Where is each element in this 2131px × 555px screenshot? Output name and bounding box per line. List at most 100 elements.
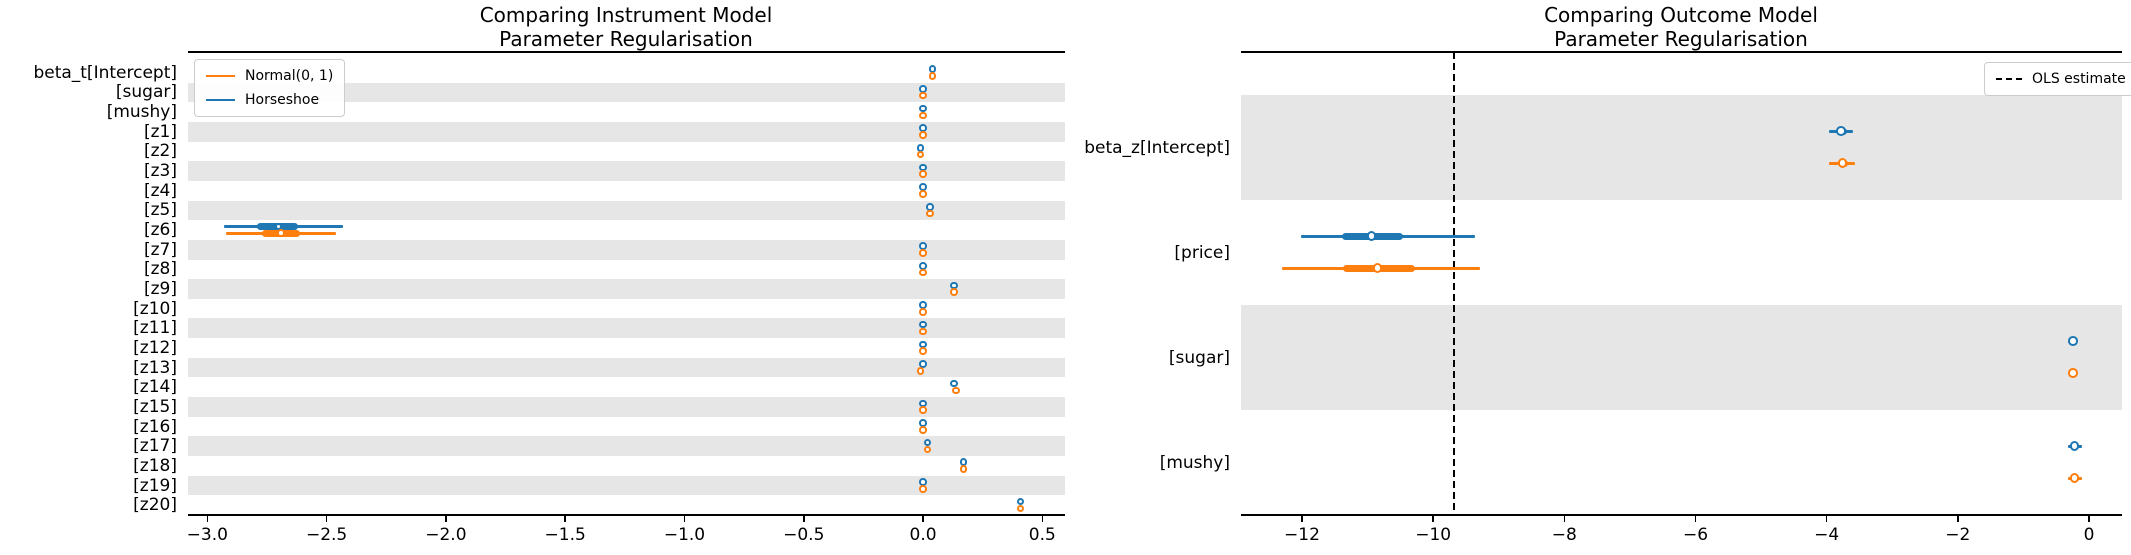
row-band <box>188 161 1065 181</box>
x-tick-label: 0 <box>2083 525 2095 545</box>
x-tick-label: 0.5 <box>1028 525 1056 545</box>
row-band <box>188 357 1065 378</box>
row-band <box>188 475 1065 496</box>
point-horseshoe <box>919 320 927 329</box>
y-axis-label: [z12] <box>133 337 177 358</box>
point-horseshoe <box>919 163 927 172</box>
point-normal <box>919 484 927 493</box>
point-normal <box>919 249 927 257</box>
ols-legend: OLS estimate <box>1984 62 2131 96</box>
y-axis-label: [mushy] <box>106 102 177 123</box>
point-horseshoe <box>919 399 927 408</box>
x-tick <box>683 516 686 522</box>
point-horseshoe <box>959 458 968 467</box>
x-tick <box>922 516 924 522</box>
y-axis-label: [z10] <box>133 298 177 319</box>
point-horseshoe <box>919 183 927 191</box>
point-normal <box>919 347 927 355</box>
y-axis-label: [z13] <box>133 357 177 378</box>
y-axis-label: [z11] <box>133 318 177 339</box>
y-axis-label: [z2] <box>143 141 177 162</box>
point-horseshoe <box>926 202 934 211</box>
x-tick-label: −1.5 <box>544 525 586 545</box>
row-band <box>188 82 1065 103</box>
point-normal <box>928 72 937 80</box>
x-tick-label: −2.0 <box>425 525 467 545</box>
point-normal <box>952 386 961 395</box>
row-band <box>188 397 1065 417</box>
x-tick-label: −8 <box>1551 525 1577 545</box>
x-tick <box>1432 516 1434 522</box>
y-axis-label: [z16] <box>133 416 177 437</box>
x-tick <box>445 516 447 522</box>
row-band <box>188 121 1065 142</box>
normal-legend-label: Normal(0, 1) <box>245 68 334 84</box>
point-normal <box>919 91 927 100</box>
y-axis-label: beta_z[Intercept] <box>1084 137 1230 158</box>
point-horseshoe <box>1366 231 1377 241</box>
x-tick <box>564 516 566 522</box>
x-tick-label: −12 <box>1284 525 1320 545</box>
point-horseshoe <box>2069 441 2080 451</box>
y-axis-label: [price] <box>1174 242 1230 263</box>
y-axis-label: [z6] <box>143 220 177 241</box>
point-horseshoe <box>1016 497 1025 506</box>
top-spine <box>1241 51 2122 53</box>
x-tick <box>802 516 805 522</box>
point-horseshoe <box>2068 336 2079 346</box>
y-axis-label: beta_t[Intercept] <box>33 62 177 83</box>
point-normal <box>926 209 934 218</box>
point-normal <box>959 465 968 473</box>
point-horseshoe <box>950 281 958 290</box>
x-tick-label: −10 <box>1415 525 1452 545</box>
point-horseshoe <box>919 104 927 113</box>
x-tick <box>206 516 209 522</box>
y-axis-label: [sugar] <box>115 82 177 103</box>
legend-item-normal: Normal(0, 1) <box>206 68 333 84</box>
y-axis-label: [z17] <box>133 436 177 457</box>
point-normal <box>919 406 927 414</box>
point-normal <box>919 131 927 139</box>
row-band <box>188 239 1065 260</box>
row-band <box>188 279 1065 299</box>
point-horseshoe <box>919 124 927 132</box>
point-normal <box>1372 263 1383 273</box>
point-horseshoe <box>919 340 927 349</box>
point-horseshoe <box>919 242 927 250</box>
outcome-panel-title: Comparing Outcome Model Parameter Regula… <box>1544 3 1818 51</box>
legend-item-ols: OLS estimate <box>1996 71 2126 87</box>
x-tick <box>1825 516 1828 522</box>
point-horseshoe <box>923 438 932 447</box>
point-normal <box>916 367 925 375</box>
x-tick <box>2088 516 2090 522</box>
point-horseshoe <box>919 261 927 270</box>
instrument-legend: Normal(0, 1) Horseshoe <box>194 59 346 117</box>
x-tick <box>1563 516 1566 522</box>
y-axis-label: [mushy] <box>1159 452 1230 473</box>
y-axis-label: [z18] <box>133 455 177 476</box>
normal-line-swatch <box>206 74 235 78</box>
point-normal <box>916 150 925 159</box>
horseshoe-line-swatch <box>206 98 235 102</box>
point-normal <box>277 229 285 238</box>
x-tick-label: −1.0 <box>663 525 706 545</box>
x-tick <box>1694 516 1697 522</box>
y-axis-label: [z14] <box>133 377 177 398</box>
top-spine <box>188 51 1065 53</box>
instrument-panel-title: Comparing Instrument Model Parameter Reg… <box>479 3 773 51</box>
point-normal <box>919 308 927 316</box>
point-normal <box>2068 368 2079 378</box>
y-axis-label: [z4] <box>143 180 177 201</box>
point-normal <box>1837 158 1848 168</box>
point-normal <box>919 190 927 198</box>
point-normal <box>919 170 927 179</box>
x-axis-line <box>188 514 1065 516</box>
point-normal <box>919 425 927 434</box>
point-horseshoe <box>274 222 283 231</box>
row-band <box>188 436 1065 457</box>
y-axis-label: [z15] <box>133 396 177 417</box>
row-band <box>1241 95 2122 200</box>
point-horseshoe <box>919 301 927 309</box>
y-axis-label: [z9] <box>143 279 177 299</box>
